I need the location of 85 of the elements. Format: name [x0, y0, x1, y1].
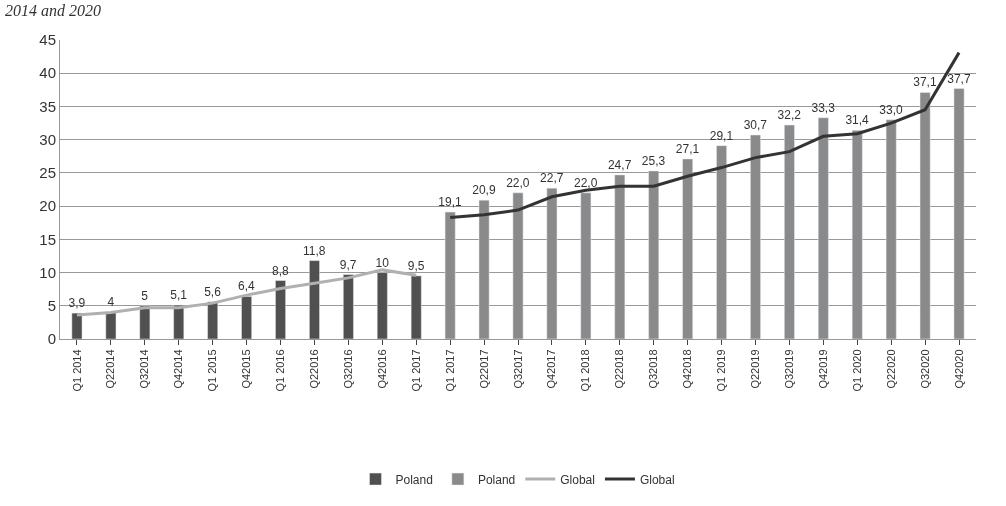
data-label: 29,1: [709, 128, 734, 143]
legend-label: Poland: [477, 472, 516, 487]
x-tick-label: Q42017: [545, 349, 558, 389]
data-label: 32,2: [777, 108, 802, 123]
data-label: 4: [107, 295, 115, 310]
data-label: 30,7: [743, 118, 768, 133]
x-tick-label: Q1 2017: [443, 349, 456, 392]
x-tick-label: Q1 2014: [70, 349, 83, 392]
bar: [919, 92, 931, 339]
x-tick-label: Q22016: [308, 349, 321, 389]
x-tick-label: Q32014: [138, 349, 151, 389]
data-label: 33,0: [879, 102, 904, 117]
y-tick-label: 25: [39, 164, 56, 182]
x-tick-label: Q42019: [816, 349, 829, 389]
data-label: 37,7: [947, 71, 971, 86]
data-label: 20,9: [472, 183, 496, 198]
data-label: 9,7: [339, 257, 357, 272]
x-tick-label: Q22019: [749, 349, 762, 389]
bar: [750, 134, 761, 339]
bar: [851, 130, 863, 339]
data-label: 9,5: [407, 258, 425, 273]
x-tick-label: Q1 2020: [850, 349, 863, 392]
data-label: 31,4: [845, 113, 870, 128]
legend-label: Global: [560, 472, 595, 487]
y-tick-label: 35: [39, 97, 56, 115]
y-tick-label: 15: [39, 230, 56, 248]
x-tick-label: Q32016: [341, 349, 354, 389]
bar: [444, 211, 456, 339]
x-tick-label: Q22018: [613, 349, 626, 389]
data-label: 33,3: [811, 100, 836, 115]
y-tick-label: 45: [39, 31, 56, 49]
x-tick-label: Q1 2018: [579, 349, 592, 392]
y-tick-label: 5: [47, 297, 56, 315]
data-label: 37,1: [913, 75, 937, 90]
data-label: 10: [375, 255, 390, 270]
data-label: 22,7: [540, 171, 564, 186]
data-label: 8,8: [272, 263, 290, 278]
x-tick-label: Q32017: [511, 349, 524, 389]
x-tick-label: Q22020: [884, 349, 897, 389]
data-label: 25,3: [641, 153, 666, 168]
data-label: 22,0: [506, 175, 530, 190]
bar: [580, 192, 592, 339]
data-label: 3,9: [68, 296, 86, 311]
bar: [885, 119, 897, 339]
bar: [784, 124, 795, 339]
x-tick-label: Q22014: [104, 349, 117, 389]
y-tick-label: 30: [39, 130, 56, 148]
chart-title: 2014 and 2020: [5, 2, 102, 20]
legend-label: Global: [639, 472, 675, 487]
data-label: 5,1: [170, 288, 188, 303]
x-tick-label: Q32020: [918, 349, 931, 389]
x-tick-label: Q42016: [375, 349, 388, 389]
data-label: 5,6: [204, 284, 222, 299]
data-label: 24,7: [607, 157, 632, 172]
x-tick-label: Q42020: [952, 349, 965, 389]
y-tick-label: 20: [39, 197, 56, 215]
legend-label: Poland: [395, 472, 433, 487]
y-tick-label: 40: [39, 64, 56, 82]
bar: [478, 199, 490, 339]
x-tick-label: Q1 2019: [715, 349, 728, 392]
bar: [817, 117, 829, 339]
x-tick-label: Q32019: [782, 349, 795, 389]
x-tick-label: Q42014: [172, 349, 185, 389]
data-label: 27,1: [675, 141, 700, 156]
x-tick-label: Q42015: [240, 349, 253, 389]
data-label: 19,1: [438, 195, 462, 210]
bar: [648, 170, 660, 339]
x-tick-label: Q22017: [477, 349, 490, 389]
bar: [546, 187, 558, 339]
bar: [716, 145, 727, 339]
data-label: 11,8: [303, 243, 326, 258]
x-tick-label: Q1 2016: [274, 349, 287, 392]
y-tick-label: 0: [47, 330, 56, 348]
bar: [614, 174, 626, 339]
bar: [512, 192, 524, 339]
x-tick-label: Q32018: [647, 349, 660, 389]
bar: [682, 158, 693, 339]
data-label: 6,4: [238, 279, 256, 294]
data-label: 22,0: [574, 175, 598, 190]
bar: [953, 88, 965, 339]
x-tick-label: Q42018: [681, 349, 694, 389]
data-label: 5: [141, 288, 149, 303]
y-tick-label: 10: [39, 263, 56, 281]
x-tick-label: Q1 2015: [206, 349, 219, 392]
x-tick-label: Q1 2017: [409, 349, 422, 392]
